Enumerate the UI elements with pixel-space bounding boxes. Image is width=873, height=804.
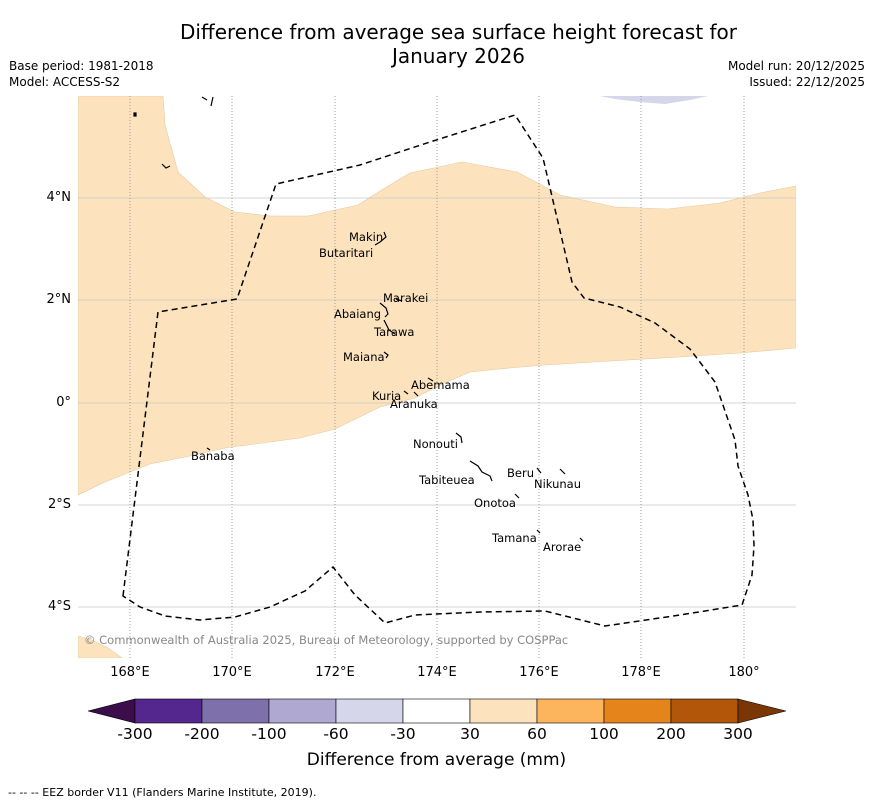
island-label-makin: Makin	[349, 230, 383, 244]
island-label-abaiang: Abaiang	[334, 307, 381, 321]
island-label-arorae: Arorae	[543, 540, 581, 554]
colorbar-segment	[402, 698, 471, 724]
lon-label-180: 180°	[728, 665, 760, 680]
island-labels: Makin Butaritari Marakei Abaiang Tarawa …	[191, 230, 581, 554]
island-outlines	[133, 96, 584, 542]
chart-title: Difference from average sea surface heig…	[0, 20, 873, 68]
eez-border	[122, 114, 755, 627]
colorbar-tick: 100	[589, 725, 619, 743]
colorbar-tick: -30	[390, 725, 416, 743]
model-run: Model run: 20/12/2025	[727, 59, 865, 73]
model-name: Model: ACCESS-S2	[9, 75, 121, 89]
colorbar-tick: -300	[117, 725, 153, 743]
island-label-tamana: Tamana	[491, 531, 537, 545]
lat-label-0: 0°	[56, 395, 71, 410]
colorbar-tick: 60	[527, 725, 547, 743]
base-period: Base period: 1981-2018	[9, 59, 154, 73]
copyright-notice: © Commonwealth of Australia 2025, Bureau…	[84, 633, 568, 647]
colorbar-segment	[134, 698, 203, 724]
colorbar	[87, 698, 787, 724]
island-label-nikunau: Nikunau	[534, 477, 581, 491]
island-label-beru: Beru	[507, 466, 534, 480]
colorbar-tick: -200	[184, 725, 220, 743]
colorbar-tick: -100	[251, 725, 287, 743]
lon-gridlines	[129, 96, 745, 658]
title-line-1: Difference from average sea surface heig…	[179, 20, 738, 44]
colorbar-extend-low	[87, 698, 136, 724]
meta-left: Base period: 1981-2018 Model: ACCESS-S2	[9, 58, 154, 90]
island-label-onotoa: Onotoa	[474, 496, 516, 510]
island-label-nonouti: Nonouti	[413, 437, 458, 451]
eez-footer-note: -- -- -- EEZ border V11 (Flanders Marine…	[8, 786, 317, 799]
lon-label-174e: 174°E	[417, 665, 457, 680]
lat-label-4s: 4°S	[47, 599, 71, 614]
colorbar-segment	[469, 698, 538, 724]
title-line-2: January 2026	[391, 44, 526, 68]
island-label-marakei: Marakei	[383, 291, 428, 305]
island-label-kuria: Kuria	[372, 389, 401, 403]
lat-label-4n: 4°N	[46, 190, 72, 205]
lon-label-178e: 178°E	[621, 665, 661, 680]
island-label-butaritari: Butaritari	[319, 246, 373, 260]
island-label-abemama: Abemama	[411, 378, 470, 392]
island-label-tabiteuea: Tabiteuea	[418, 473, 475, 487]
negative-anomaly-patch	[600, 96, 708, 104]
colorbar-segment	[603, 698, 672, 724]
lon-label-172e: 172°E	[315, 665, 355, 680]
colorbar-tick: 30	[460, 725, 480, 743]
positive-anomaly-band	[78, 96, 796, 496]
colorbar-segment	[268, 698, 337, 724]
colorbar-title: Difference from average (mm)	[306, 750, 567, 770]
colorbar-segment	[670, 698, 739, 724]
island-label-maiana: Maiana	[343, 350, 385, 364]
lon-label-176e: 176°E	[519, 665, 559, 680]
lon-label-168e: 168°E	[110, 665, 150, 680]
positive-anomaly-patch	[78, 635, 123, 658]
island-label-tarawa: Tarawa	[373, 325, 414, 339]
colorbar-tick: 300	[723, 725, 753, 743]
lon-label-170e: 170°E	[212, 665, 252, 680]
colorbar-segment	[335, 698, 404, 724]
island-label-banaba: Banaba	[191, 449, 235, 463]
map-area: Makin Butaritari Marakei Abaiang Tarawa …	[78, 96, 796, 658]
colorbar-segment	[201, 698, 270, 724]
lat-label-2n: 2°N	[46, 292, 72, 307]
colorbar-segment	[536, 698, 605, 724]
meta-right: Model run: 20/12/2025 Issued: 22/12/2025	[728, 58, 865, 90]
colorbar-tick: 200	[656, 725, 686, 743]
colorbar-extend-high	[737, 698, 787, 724]
issued-date: Issued: 22/12/2025	[749, 75, 865, 89]
lat-label-2s: 2°S	[47, 497, 71, 512]
colorbar-tick: -60	[323, 725, 349, 743]
island-label-aranuka: Aranuka	[390, 397, 438, 411]
